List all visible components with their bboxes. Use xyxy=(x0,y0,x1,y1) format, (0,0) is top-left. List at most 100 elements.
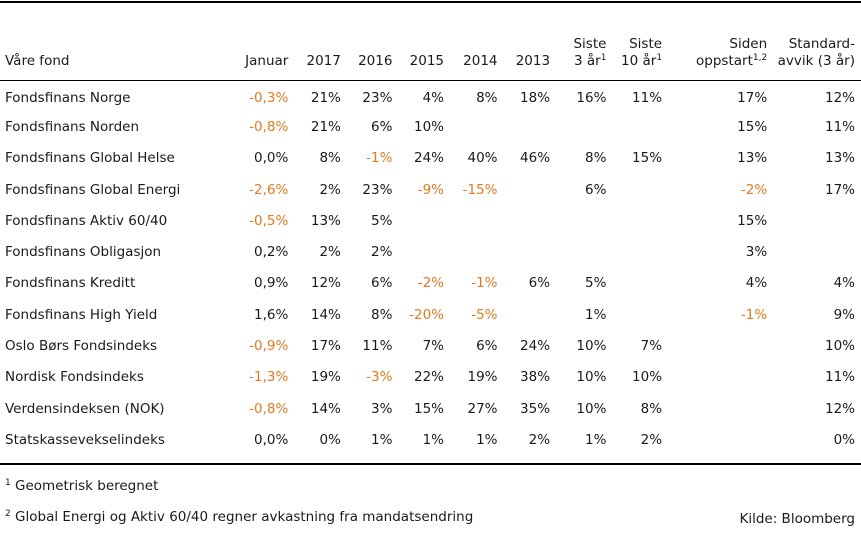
cell-last-10-years: 8% xyxy=(640,400,663,417)
header-2016: 2016 xyxy=(358,53,393,69)
cell-std-dev: 9% xyxy=(833,306,855,323)
cell-last-10-years xyxy=(606,299,662,330)
cell-std-dev: 13% xyxy=(824,150,855,167)
cell-january: 0,0% xyxy=(254,150,289,167)
cell-january: 0,9% xyxy=(254,275,289,292)
cell-2014: 27% xyxy=(467,400,498,417)
cell-january: -0,5% xyxy=(249,212,289,229)
cell-2017: 14% xyxy=(310,400,341,417)
cell-2014: -5% xyxy=(471,306,498,323)
cell-2017: 17% xyxy=(310,338,341,355)
cell-last-10-years: 7% xyxy=(640,338,663,355)
cell-2014 xyxy=(444,111,498,142)
fund-name: Fondsfinans Norden xyxy=(5,118,140,135)
cell-2016: 6% xyxy=(371,275,393,292)
cell-january: -0,8% xyxy=(249,400,289,417)
footnote-1: 1 Geometrisk beregnet xyxy=(5,478,159,494)
header-rule xyxy=(0,80,861,81)
cell-2014: 6% xyxy=(476,338,498,355)
fund-name: Fondsfinans Kreditt xyxy=(5,275,136,292)
cell-last-3-years xyxy=(550,236,606,267)
cell-2013: 35% xyxy=(520,400,551,417)
cell-last-10-years xyxy=(606,205,662,236)
cell-2017: 13% xyxy=(310,212,341,229)
cell-since-start: 15% xyxy=(737,212,768,229)
fund-name: Verdensindeksen (NOK) xyxy=(5,400,165,417)
cell-january: -0,9% xyxy=(249,338,289,355)
cell-2016: -3% xyxy=(366,369,393,386)
cell-last-10-years xyxy=(606,268,662,299)
table-row: Fondsfinans Norge -0,3% 21% 23% 4% 8% 18% 16% 11… xyxy=(0,80,861,111)
cell-2015: 7% xyxy=(422,338,444,355)
cell-2016: 1% xyxy=(371,431,393,448)
cell-2016: 3% xyxy=(371,400,393,417)
cell-2014: 8% xyxy=(476,89,498,106)
header-2014: 2014 xyxy=(463,53,498,69)
cell-2014 xyxy=(444,236,498,267)
cell-2017: 8% xyxy=(319,150,341,167)
cell-2013: 24% xyxy=(520,338,551,355)
cell-last-10-years: 11% xyxy=(632,89,663,106)
cell-last-10-years: 10% xyxy=(632,369,663,386)
table-row: Statskassevekselindeks 0,0% 0% 1% 1% 1% 2% 1% 2%… xyxy=(0,424,861,455)
fund-name: Oslo Børs Fondsindeks xyxy=(5,338,158,355)
cell-2016: 23% xyxy=(362,181,393,198)
cell-last-3-years xyxy=(550,205,606,236)
cell-last-3-years: 16% xyxy=(576,89,607,106)
table-row: Fondsfinans Aktiv 60/40 -0,5% 13% 5% 15% xyxy=(0,205,861,236)
cell-std-dev: 11% xyxy=(824,118,855,135)
cell-std-dev: 17% xyxy=(824,181,855,198)
fund-name: Statskassevekselindeks xyxy=(5,431,165,448)
cell-2014: -15% xyxy=(462,181,498,198)
cell-2013: 46% xyxy=(520,150,551,167)
header-fund: Våre fond xyxy=(5,53,70,69)
cell-2015: 24% xyxy=(413,150,444,167)
cell-2015: 15% xyxy=(413,400,444,417)
header-last-10-years: Siste 10 år1 xyxy=(621,36,663,69)
table-row: Fondsfinans Kreditt 0,9% 12% 6% -2% -1% 6% 5% 4%… xyxy=(0,268,861,299)
top-rule xyxy=(0,1,861,3)
cell-2017: 2% xyxy=(319,181,341,198)
cell-2016: -1% xyxy=(366,150,393,167)
cell-last-3-years xyxy=(550,111,606,142)
cell-std-dev: 12% xyxy=(824,89,855,106)
bottom-rule xyxy=(0,463,861,465)
header-last-3-years: Siste 3 år1 xyxy=(573,36,607,69)
cell-since-start xyxy=(662,393,767,424)
footnote-2: 2 Global Energi og Aktiv 60/40 regner av… xyxy=(5,509,474,525)
cell-std-dev: 0% xyxy=(833,431,855,448)
cell-2016: 6% xyxy=(371,118,393,135)
cell-2015 xyxy=(392,205,444,236)
cell-january: -0,3% xyxy=(249,89,289,106)
cell-2015: -2% xyxy=(417,275,444,292)
cell-last-10-years xyxy=(606,111,662,142)
cell-2013: 18% xyxy=(520,89,551,106)
cell-2015 xyxy=(392,236,444,267)
cell-last-10-years xyxy=(606,236,662,267)
cell-since-start: 3% xyxy=(745,244,768,261)
header-january: Januar xyxy=(245,53,289,69)
cell-january: -2,6% xyxy=(249,181,289,198)
cell-last-3-years: 6% xyxy=(585,181,607,198)
cell-since-start: 13% xyxy=(737,150,768,167)
fund-name: Fondsfinans High Yield xyxy=(5,306,158,323)
cell-2013 xyxy=(498,205,551,236)
cell-2016: 5% xyxy=(371,212,393,229)
cell-since-start: 15% xyxy=(737,118,768,135)
fund-name: Fondsfinans Norge xyxy=(5,89,131,106)
cell-2016: 11% xyxy=(362,338,393,355)
cell-last-10-years: 15% xyxy=(632,150,663,167)
cell-since-start: 4% xyxy=(745,275,768,292)
cell-since-start xyxy=(662,330,767,361)
cell-std-dev: 4% xyxy=(833,275,855,292)
fund-name: Nordisk Fondsindeks xyxy=(5,369,144,386)
cell-january: 0,0% xyxy=(254,431,289,448)
cell-last-10-years xyxy=(606,174,662,205)
fund-name: Fondsfinans Global Energi xyxy=(5,181,181,198)
cell-2017: 21% xyxy=(310,118,341,135)
cell-2014: 1% xyxy=(476,431,498,448)
table-row: Nordisk Fondsindeks -1,3% 19% -3% 22% 19% 38% 1… xyxy=(0,362,861,393)
cell-2015: -9% xyxy=(417,181,444,198)
cell-std-dev: 11% xyxy=(824,369,855,386)
fund-name: Fondsfinans Aktiv 60/40 xyxy=(5,212,168,229)
